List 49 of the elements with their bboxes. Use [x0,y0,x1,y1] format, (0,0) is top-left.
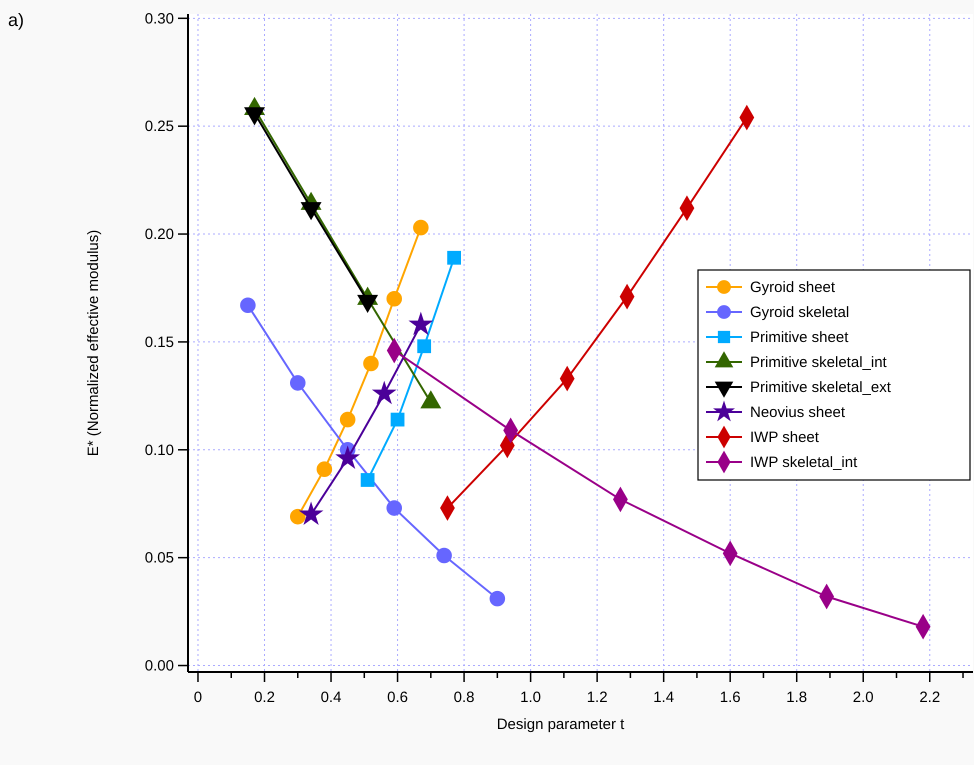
y-tick-label: 0.30 [144,10,174,28]
x-axis-title: Design parameter t [496,716,626,733]
x-tick-label: 0.8 [454,689,475,706]
y-axis-title: E* (Normalized effective modulus) [85,230,102,456]
point [316,461,332,477]
y-tick-label: 0.00 [144,658,174,675]
x-tick-label: 0.4 [320,689,342,706]
point [363,356,379,372]
point [386,500,402,516]
x-tick-label: 0.6 [387,689,408,706]
point [447,250,461,265]
point [290,375,306,391]
legend-label: Neovius sheet [750,404,846,421]
x-tick-label: 0.2 [254,689,275,706]
legend-label: Primitive skeletal_ext [750,379,892,396]
point [408,312,434,336]
point [298,502,324,526]
point [386,291,402,307]
x-tick-label: 1.2 [586,689,608,706]
point [490,590,506,606]
legend-label: Primitive skeletal_int [750,354,888,371]
point [240,297,256,314]
legend-label: Primitive sheet [750,329,850,346]
y-tick-label: 0.15 [144,334,174,351]
y-tick-label: 0.10 [144,442,174,459]
y-tick-label: 0.25 [144,118,174,136]
legend-label: Gyroid sheet [750,279,836,296]
point [360,473,375,487]
point [413,220,429,236]
x-tick-label: 1.4 [653,689,674,706]
point [417,339,432,354]
x-tick-label: 1.0 [520,689,542,706]
x-tick-label: 2.2 [919,689,940,706]
point [335,445,360,469]
x-tick-label: 0 [194,689,202,706]
legend-label: Gyroid skeletal [750,304,850,321]
point [372,380,397,404]
x-tick-label: 1.8 [786,689,808,706]
y-tick-label: 0.20 [144,226,174,244]
point [290,508,306,524]
x-tick-label: 2.0 [852,689,874,706]
point [390,412,404,426]
x-tick-label: 1.6 [720,689,741,706]
y-tick-label: 0.05 [144,550,174,567]
point [340,412,356,428]
legend-label: IWP sheet [750,429,820,446]
point [436,548,452,564]
text: a) [8,10,24,30]
legend-label: IWP skeletal_int [750,454,858,471]
